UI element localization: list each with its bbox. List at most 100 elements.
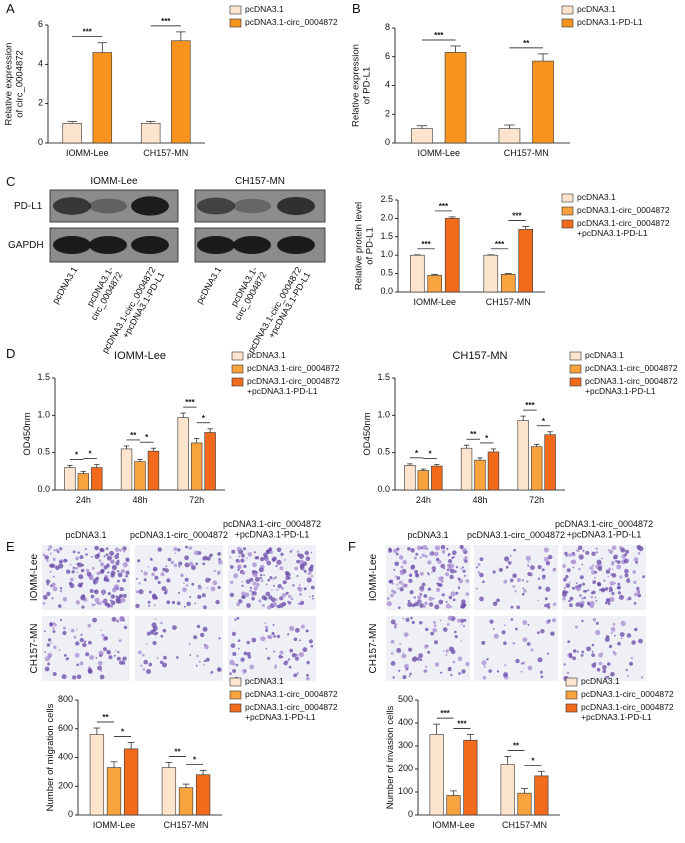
stained-cell [258,567,264,573]
stained-cell [430,631,434,636]
y-axis-label: Number of migration cells [45,703,56,811]
bar [427,275,443,293]
stained-cell [457,587,461,590]
micrograph [474,616,558,681]
stained-cell [299,559,305,565]
stained-cell [416,545,422,551]
stained-cell [117,579,120,583]
stained-cell [125,557,130,562]
stained-cell [398,580,403,585]
stained-cell [241,584,244,588]
stained-cell [489,619,494,624]
stained-cell [106,556,112,561]
image-row-label: IOMM-Lee [368,553,379,601]
legend-swatch [569,364,582,374]
stained-cell [580,654,584,657]
bar [62,123,82,144]
error-bar [433,723,441,735]
stained-cell [608,644,613,649]
stained-cell [100,562,105,567]
stained-cell [154,575,159,580]
stained-cell [237,564,242,569]
stained-cell [186,601,191,607]
significance-label: *** [421,240,431,249]
stained-cell [610,672,615,677]
stained-cell [547,619,551,623]
legend-label: pcDNA3.1-circ_0004872 [245,17,338,27]
stained-cell [589,600,595,606]
stained-cell [482,580,485,584]
stained-cell [465,579,470,583]
stained-cell [304,550,309,556]
stained-cell [263,574,265,576]
legend-label: pcDNA3.1-circ_0004872 [581,689,674,699]
stained-cell [42,594,48,600]
stained-cell [520,670,523,673]
y-tick-label: 0 [408,809,413,819]
stained-cell [544,603,548,608]
y-tick-label: 0.0 [37,484,50,494]
significance-label: * [429,450,433,459]
error-bar [407,463,413,466]
stained-cell [625,668,628,672]
stained-cell [267,656,271,660]
stained-cell [191,582,195,586]
stained-cell [399,587,404,592]
stained-cell [46,583,49,586]
error-bar [176,31,186,41]
x-tick-label: 48h [472,495,487,505]
stained-cell [627,675,630,678]
stained-cell [634,627,638,632]
stained-cell [240,657,245,662]
stained-cell [49,563,53,568]
stained-cell [611,545,617,550]
y-tick-label: 2 [38,98,43,108]
stained-cell [238,647,240,650]
stained-cell [143,571,148,576]
error-bar [521,788,528,794]
stained-cell [452,550,457,555]
stained-cell [530,648,534,652]
stained-cell [160,572,165,577]
stained-cell [81,563,84,567]
stained-cell [479,572,484,578]
stained-cell [59,589,63,593]
y-tick-label: 4 [38,59,43,69]
stained-cell [77,584,79,587]
stained-cell [604,601,608,605]
stained-cell [232,669,237,673]
stained-cell [260,579,264,583]
stained-cell [610,631,613,635]
stained-cell [218,558,221,561]
stained-cell [148,662,153,667]
stained-cell [86,571,92,577]
stained-cell [122,588,125,591]
stained-cell [149,557,153,561]
stained-cell [578,583,582,588]
bar [89,734,105,816]
stained-cell [117,651,120,654]
y-tick-label: 1.5 [380,231,393,241]
stained-cell [569,581,571,584]
stained-cell [295,656,299,661]
stained-cell [632,570,636,574]
lane-label: pcDNA3.1 [51,265,80,306]
stained-cell [440,563,446,569]
stained-cell [409,590,414,595]
stained-cell [97,661,103,666]
bar [534,775,549,816]
legend-label: pcDNA3.1-circ_0004872 +pcDNA3.1-PD-L1 [577,218,670,238]
legend-swatch [561,18,574,28]
stained-cell [153,632,157,636]
stained-cell [109,599,112,602]
stained-cell [585,550,590,555]
stained-cell [273,584,275,587]
y-tick-label: 2.0 [380,213,393,223]
stained-cell [237,568,240,571]
stained-cell [425,665,428,668]
stained-cell [452,598,456,602]
bar [487,451,500,491]
stained-cell [109,559,115,564]
stained-cell [189,596,192,598]
stained-cell [76,571,79,574]
